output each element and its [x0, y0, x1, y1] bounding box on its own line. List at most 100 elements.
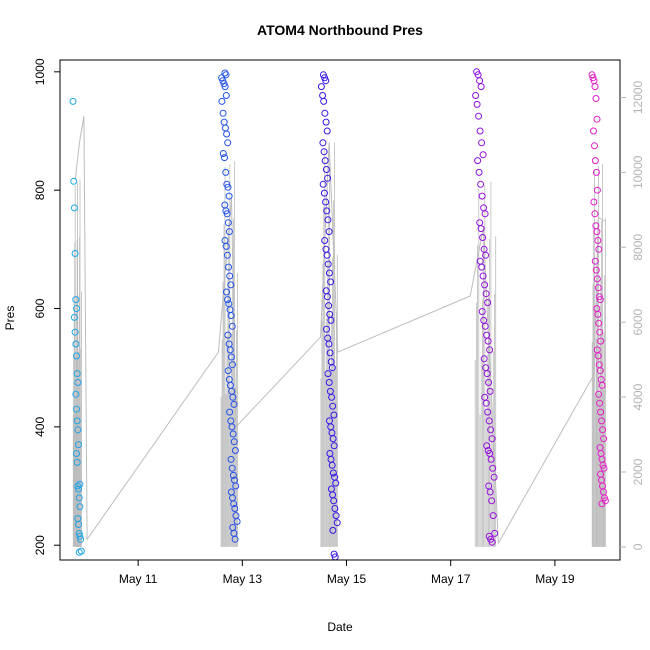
data-point — [225, 192, 233, 200]
data-point — [223, 210, 231, 218]
data-point — [221, 83, 229, 91]
data-point — [317, 83, 325, 91]
data-point — [481, 210, 489, 218]
data-point — [478, 139, 486, 147]
data-point — [490, 473, 498, 481]
data-point — [69, 97, 77, 105]
data-point — [592, 266, 600, 274]
data-point — [223, 130, 231, 138]
data-point — [224, 367, 232, 375]
data-point — [472, 92, 480, 99]
data-point — [475, 112, 483, 120]
data-point — [321, 157, 329, 165]
y-right-tick-label: 12000 — [631, 80, 645, 114]
data-point — [229, 393, 237, 401]
data-point — [324, 370, 332, 378]
data-point — [74, 379, 82, 386]
data-point — [230, 438, 238, 446]
data-point — [477, 83, 485, 91]
secondary-series-line — [74, 116, 606, 545]
data-point — [599, 426, 607, 434]
data-point — [479, 151, 487, 159]
data-point — [486, 346, 494, 354]
data-point — [329, 402, 337, 410]
data-point — [73, 305, 80, 312]
data-point — [324, 260, 332, 268]
data-point — [327, 316, 335, 324]
y-right-tick-label: 10000 — [631, 155, 645, 189]
y-right-tick-label: 6000 — [631, 309, 645, 336]
data-point — [72, 390, 80, 398]
data-point — [600, 435, 608, 443]
data-point — [593, 115, 601, 123]
data-point — [600, 494, 608, 502]
data-point — [595, 319, 603, 327]
data-point — [75, 494, 83, 502]
data-point — [75, 521, 82, 528]
data-point — [473, 100, 481, 108]
data-point — [325, 228, 333, 236]
data-point — [592, 168, 600, 176]
data-point — [594, 352, 602, 360]
data-point — [484, 299, 492, 307]
data-point — [75, 441, 82, 449]
data-point — [591, 210, 599, 218]
x-tick-label: May 17 — [431, 572, 471, 586]
data-point — [224, 183, 232, 191]
data-point — [475, 168, 483, 176]
data-point — [594, 284, 602, 292]
data-point — [321, 109, 329, 117]
data-point — [329, 526, 337, 534]
y-right-tick-label: 4000 — [631, 383, 645, 410]
data-point — [73, 458, 81, 466]
data-point — [231, 535, 239, 543]
data-point — [222, 92, 230, 99]
data-point — [323, 127, 331, 135]
x-tick-label: May 19 — [535, 572, 575, 586]
data-point — [320, 97, 328, 105]
data-point — [224, 139, 232, 147]
data-point — [226, 408, 234, 416]
data-point — [590, 127, 597, 135]
data-point — [219, 150, 227, 157]
data-point — [593, 275, 601, 283]
data-point — [478, 192, 486, 200]
data-point — [323, 207, 331, 215]
data-point — [322, 198, 330, 206]
data-point — [591, 83, 599, 91]
data-point — [595, 293, 603, 301]
data-point — [71, 328, 79, 336]
data-point — [326, 349, 334, 357]
data-point — [484, 408, 492, 416]
data-point — [230, 400, 238, 408]
data-point — [596, 328, 604, 336]
data-point — [332, 479, 340, 487]
data-point — [597, 337, 605, 345]
data-point — [77, 535, 85, 543]
data-point — [76, 503, 84, 511]
data-point — [222, 71, 230, 79]
data-point — [320, 189, 328, 197]
x-tick-label: May 15 — [327, 572, 367, 586]
data-point — [325, 302, 333, 310]
data-point — [595, 245, 603, 253]
data-point — [322, 77, 330, 85]
data-point — [595, 390, 603, 398]
data-point — [70, 313, 78, 321]
y-tick-label: 1000 — [33, 58, 47, 85]
data-point — [594, 237, 602, 244]
data-point — [588, 71, 596, 79]
data-point — [225, 263, 232, 271]
data-point — [226, 346, 234, 354]
data-point — [323, 293, 331, 301]
data-point — [599, 461, 607, 469]
data-point — [488, 538, 496, 546]
data-point — [226, 272, 234, 280]
data-point — [73, 405, 80, 413]
data-point — [70, 177, 78, 185]
data-point — [228, 464, 236, 472]
data-point — [482, 290, 490, 298]
data-point — [594, 310, 602, 318]
data-point — [477, 225, 485, 233]
